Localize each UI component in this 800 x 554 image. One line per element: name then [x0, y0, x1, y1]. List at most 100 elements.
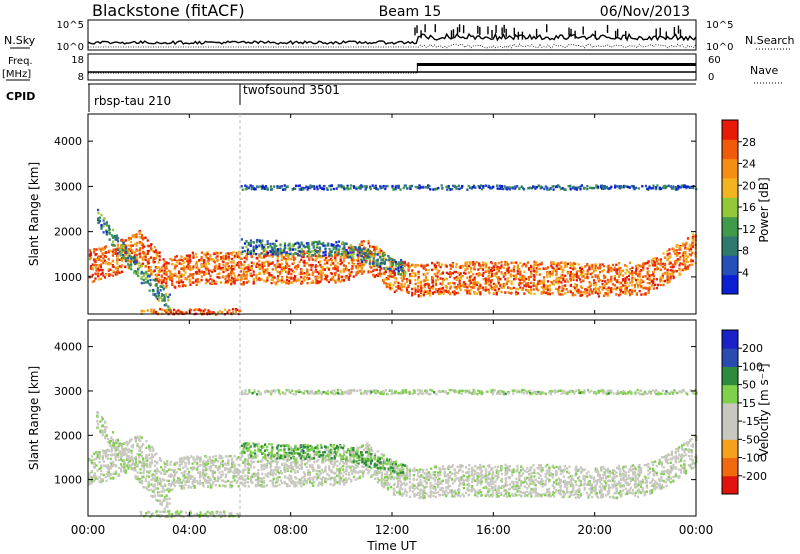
- scatter-cell: [519, 282, 522, 285]
- scatter-cell: [202, 477, 205, 480]
- colorbar-swatch: [722, 236, 738, 256]
- scatter-cell: [357, 270, 360, 274]
- scatter-cell: [220, 456, 223, 460]
- scatter-cell: [120, 254, 123, 257]
- scatter-cell: [458, 187, 461, 190]
- scatter-cell: [388, 256, 391, 259]
- scatter-cell: [414, 279, 417, 282]
- scatter-cell: [426, 292, 429, 295]
- scatter-cell: [155, 275, 158, 278]
- scatter-cell: [614, 184, 617, 187]
- scatter-cell: [233, 282, 236, 285]
- scatter-cell: [358, 243, 361, 246]
- scatter-cell: [677, 187, 680, 191]
- scatter-cell: [346, 253, 349, 256]
- scatter-cell: [442, 292, 445, 295]
- scatter-cell: [171, 474, 174, 477]
- scatter-cell: [581, 270, 584, 274]
- scatter-cell: [225, 280, 228, 283]
- scatter-cell: [589, 284, 592, 287]
- scatter-cell: [172, 476, 176, 479]
- scatter-cell: [372, 260, 375, 263]
- scatter-cell: [109, 473, 112, 476]
- scatter-cell: [523, 188, 526, 191]
- scatter-cell: [686, 237, 690, 241]
- scatter-cell: [178, 463, 181, 467]
- scatter-cell: [189, 259, 192, 262]
- scatter-cell: [572, 274, 575, 277]
- scatter-cell: [478, 272, 481, 275]
- scatter-cell: [401, 274, 404, 277]
- scatter-cell: [674, 269, 677, 273]
- scatter-cell: [387, 254, 390, 258]
- scatter-cell: [212, 455, 215, 459]
- scatter-cell: [134, 242, 137, 246]
- scatter-cell: [361, 260, 364, 263]
- scatter-cell: [162, 284, 165, 288]
- scatter-cell: [534, 187, 537, 190]
- scatter-cell: [594, 264, 597, 268]
- scatter-cell: [95, 450, 98, 454]
- scatter-cell: [261, 247, 264, 250]
- scatter-cell: [485, 288, 488, 291]
- scatter-cell: [153, 460, 156, 463]
- scatter-cell: [383, 262, 386, 265]
- scatter-cell: [288, 279, 291, 283]
- scatter-cell: [652, 272, 655, 276]
- scatter-cell: [582, 270, 585, 273]
- scatter-cell: [526, 289, 530, 292]
- scatter-cell: [655, 265, 658, 268]
- scatter-cell: [391, 258, 394, 262]
- scatter-cell: [380, 267, 383, 270]
- scatter-cell: [195, 264, 198, 267]
- scatter-cell: [528, 186, 531, 189]
- scatter-cell: [231, 480, 234, 484]
- scatter-cell: [310, 263, 313, 267]
- scatter-cell: [345, 269, 348, 272]
- scatter-cell: [292, 261, 296, 264]
- scatter-cell: [172, 308, 176, 311]
- scatter-cell: [152, 258, 155, 262]
- scatter-cell: [495, 285, 498, 288]
- scatter-cell: [423, 285, 426, 289]
- scatter-cell: [642, 265, 645, 269]
- scatter-cell: [507, 291, 510, 294]
- scatter-cell: [482, 261, 485, 265]
- scatter-cell: [111, 254, 114, 257]
- scatter-cell: [467, 264, 471, 268]
- scatter-cell: [546, 288, 550, 291]
- scatter-cell: [494, 285, 497, 289]
- scatter-cell: [178, 457, 181, 461]
- scatter-cell: [191, 475, 194, 478]
- scatter-cell: [208, 468, 211, 471]
- scatter-cell: [141, 246, 145, 250]
- scatter-cell: [638, 270, 641, 273]
- scatter-cell: [100, 469, 103, 472]
- scatter-cell: [592, 288, 596, 291]
- scatter-cell: [130, 463, 133, 467]
- scatter-cell: [277, 265, 280, 269]
- scatter-cell: [395, 289, 398, 292]
- scatter-cell: [447, 272, 450, 275]
- scatter-cell: [174, 272, 177, 275]
- scatter-cell: [111, 236, 115, 239]
- scatter-cell: [513, 278, 516, 281]
- scatter-cell: [277, 278, 280, 281]
- scatter-cell: [637, 267, 640, 270]
- scatter-cell: [221, 479, 224, 482]
- colorbar-swatch: [722, 255, 738, 276]
- scatter-cell: [230, 267, 233, 271]
- scatter-cell: [245, 240, 248, 243]
- scatter-cell: [93, 251, 96, 254]
- scatter-cell: [182, 486, 185, 489]
- scatter-cell: [565, 262, 568, 266]
- scatter-cell: [405, 288, 409, 292]
- scatter-cell: [204, 480, 207, 483]
- scatter-cell: [453, 290, 456, 293]
- scatter-cell: [591, 263, 594, 267]
- scatter-cell: [385, 266, 388, 269]
- scatter-cell: [374, 250, 377, 253]
- scatter-cell: [231, 457, 234, 460]
- scatter-cell: [380, 272, 383, 276]
- scatter-cell: [537, 282, 540, 286]
